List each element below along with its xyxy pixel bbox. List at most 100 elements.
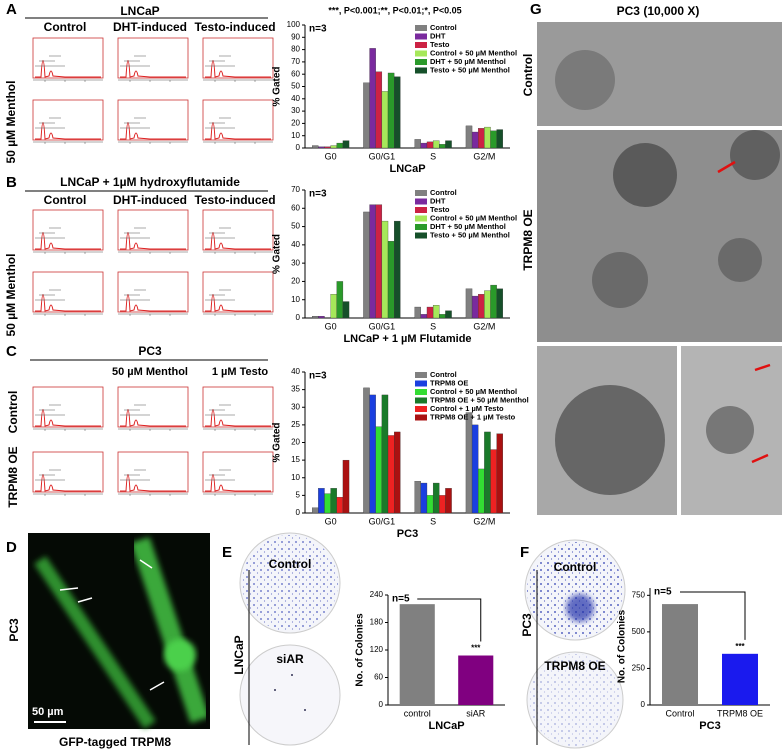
bar bbox=[312, 507, 319, 514]
legend-swatch bbox=[415, 33, 427, 40]
panel-label: D bbox=[6, 539, 17, 556]
bar bbox=[445, 488, 452, 514]
panel-label: E bbox=[222, 544, 232, 561]
legend-swatch bbox=[415, 414, 427, 421]
x-tick-label: G0/G1 bbox=[369, 151, 396, 161]
row-label: PC3 bbox=[520, 613, 534, 637]
panel-title: PC3 (10,000 X) bbox=[617, 4, 700, 18]
y-tick-label: 60 bbox=[291, 69, 300, 78]
row-label: PC3 bbox=[7, 618, 21, 642]
bar bbox=[445, 310, 452, 319]
y-tick-label: 20 bbox=[291, 438, 300, 447]
y-tick-label: 30 bbox=[291, 106, 300, 115]
bracket bbox=[680, 591, 746, 640]
bar bbox=[414, 306, 421, 319]
significance: *** bbox=[471, 644, 481, 653]
x-tick-label: S bbox=[430, 321, 436, 331]
legend-label: Control + 50 µM Menthol bbox=[430, 48, 517, 57]
x-axis-label: LNCaP + 1 µM Flutamide bbox=[343, 333, 471, 345]
y-tick-label: 240 bbox=[370, 590, 384, 599]
y-tick-label: 10 bbox=[291, 473, 300, 482]
bar bbox=[330, 488, 337, 514]
legend-label: DHT bbox=[430, 31, 446, 40]
bar bbox=[426, 306, 434, 319]
colony-plates bbox=[239, 532, 341, 746]
column-label: DHT-induced bbox=[113, 20, 187, 34]
legend-swatch bbox=[415, 42, 427, 48]
bar bbox=[722, 653, 758, 705]
legend-swatch bbox=[415, 224, 427, 230]
legend-swatch bbox=[415, 397, 427, 404]
legend-label: Testo + 50 µM Menthol bbox=[430, 230, 510, 239]
bar bbox=[465, 412, 473, 514]
chart-title: ***, P<0.001;**, P<0.01;*, P<0.05 bbox=[328, 5, 461, 15]
bar bbox=[432, 482, 440, 514]
plate-label: siAR bbox=[276, 652, 304, 666]
caption: GFP-tagged TRPM8 bbox=[59, 735, 171, 749]
y-axis-label: % Gated bbox=[272, 234, 283, 274]
legend-swatch bbox=[415, 389, 427, 395]
y-tick-label: 70 bbox=[291, 57, 300, 66]
x-axis-label: PC3 bbox=[397, 528, 418, 540]
bar bbox=[432, 140, 440, 149]
panel-title: LNCaP + 1µM hydroxyflutamide bbox=[60, 175, 240, 189]
x-tick-label: G0/G1 bbox=[369, 516, 396, 526]
y-tick-label: 180 bbox=[370, 618, 384, 627]
bar bbox=[490, 130, 497, 149]
legend-swatch bbox=[415, 59, 427, 65]
legend-label: Control + 1 µM Testo bbox=[430, 404, 504, 413]
y-tick-label: 500 bbox=[632, 627, 646, 636]
y-tick-label: 40 bbox=[291, 367, 300, 376]
column-label: 50 µM Menthol bbox=[112, 366, 188, 378]
y-tick-label: 0 bbox=[296, 143, 301, 152]
y-tick-label: 25 bbox=[291, 420, 300, 429]
y-tick-label: 0 bbox=[296, 508, 301, 517]
panel-title: LNCaP bbox=[120, 4, 159, 18]
bar bbox=[484, 126, 491, 149]
bar bbox=[478, 128, 485, 149]
bar bbox=[496, 433, 503, 514]
y-tick-label: 20 bbox=[291, 119, 300, 128]
bar bbox=[312, 316, 319, 319]
bar bbox=[369, 48, 376, 149]
legend-label: Control bbox=[430, 370, 457, 379]
flow-plots bbox=[32, 386, 274, 497]
annotation: n=3 bbox=[309, 371, 327, 382]
bar bbox=[426, 141, 434, 149]
flow-plots bbox=[32, 209, 274, 317]
y-axis-label: % Gated bbox=[272, 66, 283, 106]
bar bbox=[426, 495, 434, 514]
x-tick-label: siAR bbox=[466, 708, 486, 718]
column-label: Control bbox=[44, 193, 87, 207]
legend-label: DHT + 50 µM Menthol bbox=[430, 222, 506, 231]
x-axis-label: LNCaP bbox=[389, 163, 425, 175]
legend-label: TRPM8 OE + 50 µM Menthol bbox=[430, 395, 529, 404]
legend-swatch bbox=[415, 50, 427, 57]
legend-label: TRPM8 OE bbox=[430, 378, 468, 387]
bar bbox=[324, 493, 331, 514]
column-label: Testo-induced bbox=[194, 193, 275, 207]
y-tick-label: 120 bbox=[370, 645, 384, 654]
y-tick-label: 15 bbox=[291, 455, 300, 464]
bar bbox=[369, 394, 376, 514]
bar bbox=[478, 468, 485, 514]
panel-label: B bbox=[6, 174, 17, 191]
x-axis-label: LNCaP bbox=[428, 720, 464, 732]
bar bbox=[439, 495, 446, 514]
bar bbox=[363, 387, 370, 514]
x-tick-label: Control bbox=[665, 708, 694, 718]
x-axis-label: PC3 bbox=[699, 720, 720, 732]
significance: *** bbox=[735, 642, 745, 651]
bar bbox=[394, 220, 401, 319]
bar bbox=[381, 220, 389, 319]
bar bbox=[478, 294, 485, 319]
y-tick-label: 10 bbox=[291, 131, 300, 140]
y-axis-label: No. of Colonies bbox=[617, 609, 628, 683]
legend-label: Control + 50 µM Menthol bbox=[430, 387, 517, 396]
y-tick-label: 80 bbox=[291, 45, 300, 54]
flow-plots bbox=[32, 37, 274, 145]
y-tick-label: 20 bbox=[291, 277, 300, 286]
bar bbox=[394, 76, 401, 149]
y-tick-label: 0 bbox=[641, 700, 646, 709]
